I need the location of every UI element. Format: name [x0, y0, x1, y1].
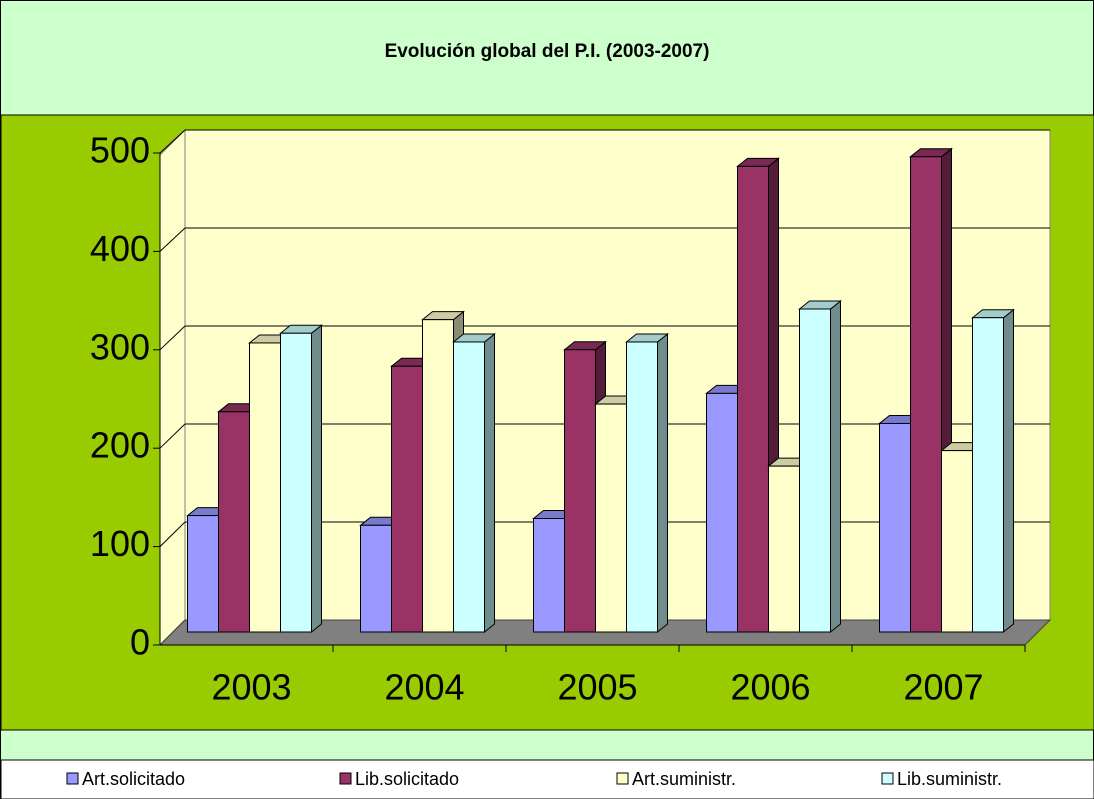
x-tick-label: 2004 [384, 667, 464, 708]
legend-label: Art.solicitado [82, 769, 185, 789]
side-wall [159, 128, 186, 647]
legend-area [0, 759, 1094, 799]
bar [280, 332, 312, 633]
x-tick-label: 2006 [730, 667, 810, 708]
x-tick-label: 2005 [557, 667, 637, 708]
bar [595, 403, 627, 633]
bar [422, 319, 454, 633]
bar [879, 422, 911, 633]
grid-line-side [159, 129, 186, 154]
bar [187, 515, 219, 633]
legend-swatch [66, 772, 79, 785]
bar [972, 317, 1004, 633]
legend-swatch [616, 772, 629, 785]
x-tick-label: 2003 [211, 667, 291, 708]
bar [706, 392, 738, 633]
bar [453, 341, 485, 633]
legend-label: Lib.solicitado [355, 769, 459, 789]
bar [626, 341, 658, 633]
bar-side [311, 324, 322, 634]
bar-side [1003, 308, 1014, 634]
y-tick-label: 0 [130, 622, 150, 663]
legend-label: Art.suministr. [632, 769, 736, 789]
x-tick-label: 2007 [903, 667, 983, 708]
bar [249, 342, 281, 633]
bar [941, 450, 973, 633]
bar [564, 349, 596, 633]
bar-side [830, 299, 841, 634]
y-tick-label: 400 [90, 228, 150, 269]
chart-title: Evolución global del P.I. (2003-2007) [385, 41, 710, 62]
bar [737, 165, 769, 633]
bar [533, 518, 565, 633]
bar [218, 411, 250, 633]
y-tick-label: 100 [90, 523, 150, 564]
y-tick-label: 200 [90, 425, 150, 466]
y-tick-label: 300 [90, 326, 150, 367]
bar [799, 308, 831, 633]
grid-line-side [159, 423, 186, 449]
bar-side [484, 332, 495, 634]
bar [360, 524, 392, 633]
legend-swatch [339, 772, 352, 785]
grid-line-side [159, 227, 186, 252]
bar [768, 465, 800, 633]
y-tick-label: 500 [90, 130, 150, 171]
grid-line-side [159, 521, 186, 547]
bar [910, 156, 942, 633]
bar-side [657, 332, 668, 634]
grid-line-side [159, 325, 186, 351]
legend-swatch [881, 772, 894, 785]
legend-label: Lib.suministr. [897, 769, 1002, 789]
bar [391, 365, 423, 633]
